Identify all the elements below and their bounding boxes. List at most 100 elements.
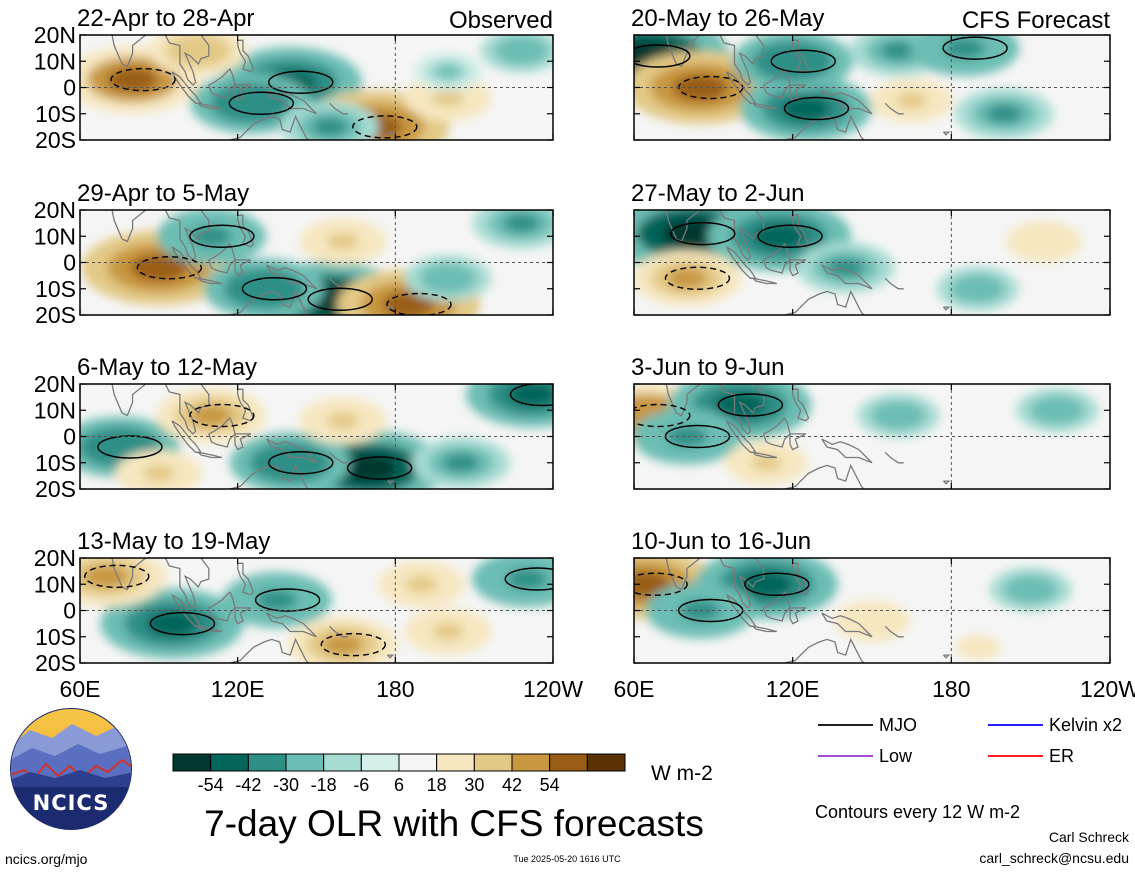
- panel-period: 20-May to 26-May: [631, 5, 824, 32]
- colorbar-swatch: [323, 753, 362, 772]
- panel-period: 27-May to 2-Jun: [631, 180, 804, 207]
- coastline: [386, 131, 395, 136]
- coastline: [227, 114, 310, 140]
- y-tick-label: 10S: [35, 276, 76, 302]
- y-tick-label: 0: [63, 598, 76, 624]
- colorbar-tick-label: 30: [464, 775, 484, 795]
- coastline: [942, 306, 951, 311]
- map-panel: 20-May to 26-May CFS Forecast: [571, 5, 1111, 141]
- anomaly-core: [962, 280, 993, 297]
- coastline: [197, 277, 223, 285]
- map-panel: 27-May to 2-Jun: [631, 180, 1111, 316]
- colorbar-tick-label: 54: [540, 775, 560, 795]
- coastline: [358, 488, 360, 489]
- coastline: [884, 451, 904, 464]
- y-tick-label: 20S: [35, 302, 76, 328]
- anomaly-core: [431, 89, 464, 107]
- anomaly-core: [268, 451, 313, 474]
- coastlines: [111, 384, 395, 489]
- anomaly-core: [326, 412, 359, 430]
- x-tick-label: 120W: [1080, 676, 1135, 702]
- olr-anomalies: [634, 210, 1082, 311]
- anomaly-core: [107, 67, 158, 92]
- logo-text: NCICS: [33, 791, 110, 815]
- mjo-contour: [84, 564, 150, 589]
- coastline: [237, 39, 255, 73]
- coastline: [358, 662, 360, 663]
- coastline: [782, 289, 865, 315]
- coastline: [234, 607, 252, 625]
- map-panel: 60E 120E 180 120W 10-Jun to 16-Jun: [614, 528, 1135, 702]
- colorbar-swatch: [210, 753, 249, 772]
- anomaly-core: [986, 104, 1023, 124]
- mjo-contour: [770, 49, 836, 73]
- coastline: [884, 277, 904, 290]
- anomaly-core: [753, 223, 806, 250]
- mjo-contour: [783, 96, 850, 121]
- y-tick-label: 20N: [34, 545, 76, 571]
- x-tick-label: 120E: [211, 676, 265, 702]
- mjo-contour: [228, 91, 295, 115]
- anomaly-core: [880, 41, 917, 61]
- colorbar-tick-label: -18: [311, 775, 337, 795]
- coastline: [789, 607, 807, 625]
- colorbar-tick-label: -54: [198, 775, 224, 795]
- coastline: [266, 612, 317, 638]
- coastline: [782, 114, 865, 140]
- anomaly-core: [827, 258, 864, 278]
- y-tick-label: 20S: [35, 476, 76, 502]
- colorbar-unit-label: W m-2: [651, 762, 713, 785]
- coastline: [821, 612, 873, 638]
- mjo-contour: [346, 456, 413, 480]
- coastline: [266, 264, 317, 290]
- colorbar-tick-label: 42: [502, 775, 522, 795]
- colorbar-tick-label: 6: [394, 775, 404, 795]
- coastline: [111, 210, 210, 261]
- mjo-contour: [136, 256, 203, 280]
- map-panel: 3-Jun to 9-Jun: [631, 354, 1111, 490]
- coastline: [227, 289, 310, 315]
- coastline: [234, 433, 252, 451]
- anomaly-core: [145, 610, 199, 637]
- coastline: [227, 637, 310, 663]
- y-tick-label: 10N: [34, 48, 76, 74]
- mjo-contour: [352, 115, 418, 139]
- coastline: [197, 102, 223, 110]
- author-email[interactable]: carl_schreck@ncsu.edu: [979, 850, 1129, 866]
- coastline: [942, 480, 951, 485]
- coastline: [752, 625, 777, 633]
- anomaly-core: [858, 613, 886, 629]
- y-tick-label: 10N: [34, 223, 76, 249]
- x-tick-label: 120E: [766, 676, 820, 702]
- coastline: [386, 480, 395, 485]
- mjo-contour: [634, 572, 688, 596]
- coastline: [111, 384, 210, 435]
- coastline: [789, 84, 807, 102]
- mjo-contour: [717, 393, 784, 417]
- website-label[interactable]: ncics.org/mjo: [5, 851, 88, 867]
- anomaly-core: [713, 392, 767, 418]
- mjo-contour: [386, 292, 452, 315]
- anomaly-core: [739, 571, 793, 598]
- panel-period: 13-May to 19-May: [77, 528, 270, 555]
- coastline: [821, 438, 873, 464]
- coastline: [171, 420, 203, 453]
- coastlines: [111, 35, 395, 140]
- legend-label: ER: [1049, 746, 1074, 766]
- coastline: [111, 35, 210, 86]
- y-tick-label: 10S: [35, 624, 76, 650]
- colorbar-swatch: [285, 753, 325, 772]
- coastline: [386, 306, 395, 311]
- coastline: [789, 259, 807, 277]
- mjo-contour: [634, 44, 691, 68]
- anomaly-core: [191, 405, 232, 426]
- coastline: [914, 139, 916, 140]
- mjo-contour: [757, 224, 823, 248]
- coastline: [942, 131, 951, 136]
- mjo-contour: [254, 588, 321, 612]
- anomaly-core: [443, 453, 480, 473]
- coastline: [571, 53, 611, 140]
